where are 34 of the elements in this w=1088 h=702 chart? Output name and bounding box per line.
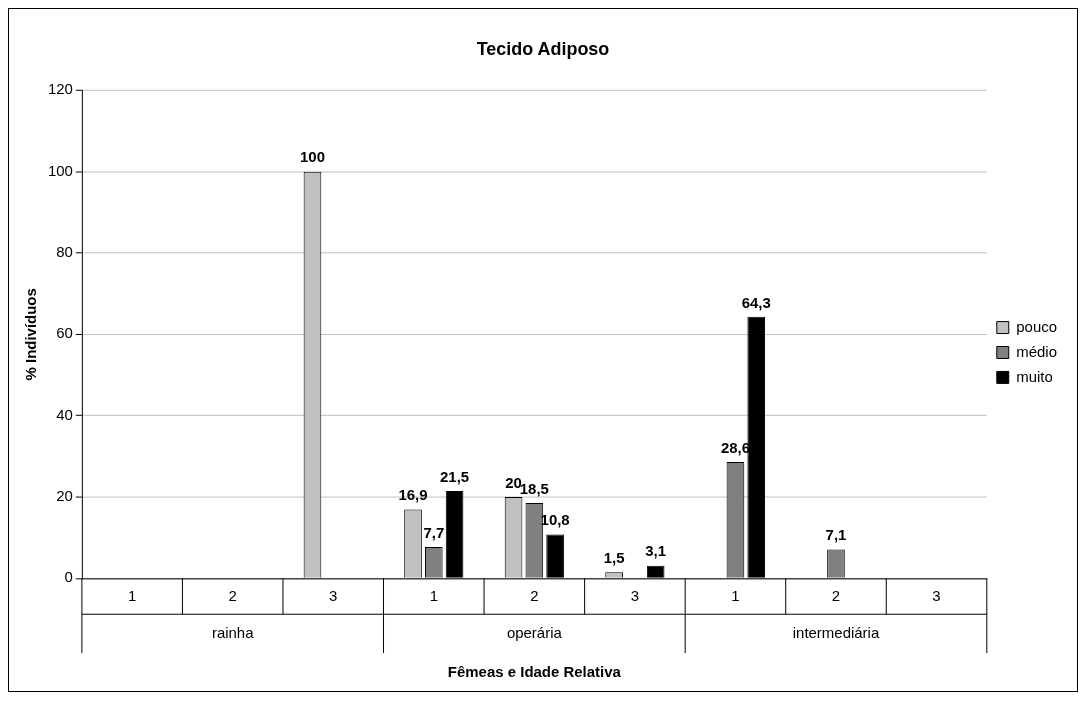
y-tick-label: 60: [56, 324, 73, 342]
x-tick-label: 1: [429, 587, 438, 605]
y-tick-label: 20: [56, 487, 73, 505]
x-tick-label: 3: [329, 587, 338, 605]
y-tick-label: 0: [64, 568, 73, 586]
legend-label: muito: [1016, 367, 1053, 385]
data-label: 7,7: [423, 523, 445, 541]
text: intermediária: [792, 624, 880, 642]
data-label: 3,1: [645, 542, 667, 560]
x-axis-title: Fêmeas e Idade Relativa: [447, 663, 622, 681]
x-tick-label: 3: [630, 587, 640, 605]
x-tick-label: 2: [228, 587, 237, 605]
text: rainha: [211, 624, 255, 642]
legend-label: pouco: [1016, 317, 1058, 335]
legend-label: médio: [1016, 342, 1057, 360]
y-tick-label: 80: [56, 243, 73, 261]
y-tick-label: 100: [47, 161, 73, 179]
data-label: 20: [505, 473, 522, 491]
data-label: 7,1: [825, 526, 847, 544]
x-tick-label: 1: [731, 587, 740, 605]
y-tick-label: 120: [47, 80, 73, 98]
x-tick-label: 2: [831, 587, 841, 605]
text: operária: [506, 624, 563, 642]
y-tick-label: 40: [56, 405, 73, 423]
x-tick-label: 3: [932, 587, 941, 605]
chart-title: Tecido Adiposo: [476, 38, 610, 59]
x-tick-label: 1: [128, 587, 137, 605]
x-tick-label: 2: [530, 587, 539, 605]
data-label: 16,9: [398, 486, 428, 504]
data-label: 1,5: [603, 548, 625, 566]
y-axis-title: % Indivíduos: [22, 288, 40, 381]
data-label: 100: [299, 148, 325, 166]
data-label: 21,5: [440, 467, 470, 485]
data-label: 64,3: [741, 293, 771, 311]
